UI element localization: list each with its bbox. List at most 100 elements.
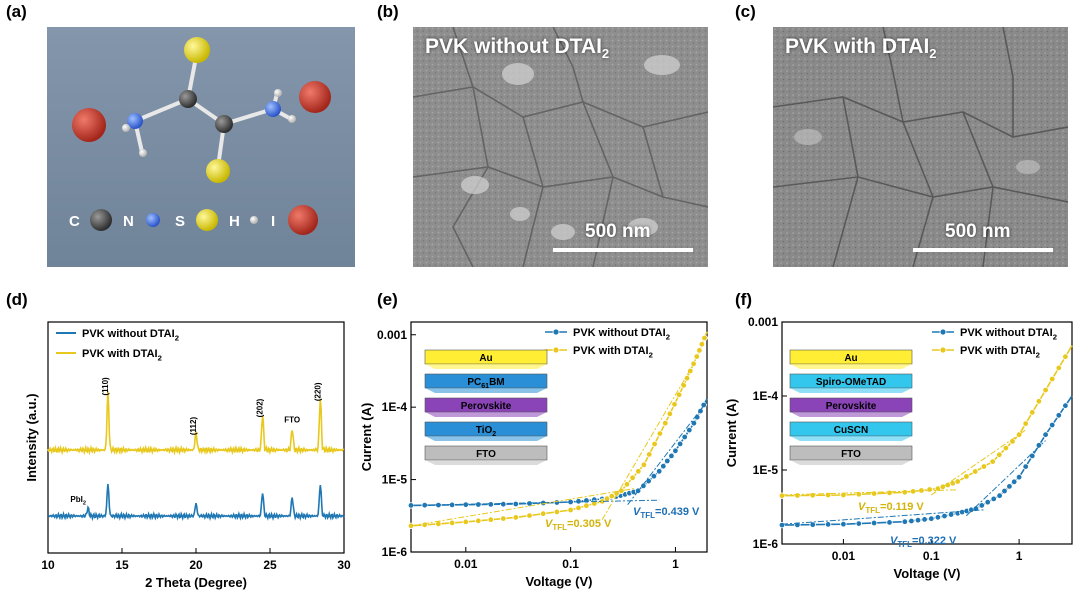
- y-axis-label: Current (A): [359, 403, 374, 472]
- device-layer-bevel: [425, 388, 547, 393]
- fit-line: [410, 499, 660, 506]
- device-layer-label: PC61BM: [467, 377, 504, 390]
- data-point: [1042, 386, 1049, 394]
- panel-label-d: (d): [6, 290, 28, 309]
- data-point: [778, 492, 786, 499]
- legend-marker: [552, 346, 560, 354]
- data-point: [696, 347, 703, 354]
- legend-label: PVK without DTAI2: [960, 327, 1057, 341]
- sem-texture: [413, 27, 708, 267]
- data-point: [487, 516, 494, 523]
- data-point: [487, 501, 494, 508]
- data-point: [809, 492, 816, 499]
- sulfur-atom: [206, 159, 230, 183]
- data-point: [978, 502, 985, 509]
- hydrogen-atom: [139, 149, 147, 157]
- legend-label: PVK with DTAI2: [960, 345, 1040, 359]
- legend-n-label: N: [123, 213, 134, 230]
- data-point: [608, 492, 615, 500]
- data-point: [886, 489, 893, 497]
- iodine-atom: [299, 81, 331, 113]
- device-layer-label: FTO: [841, 449, 861, 460]
- peak-annotation: (220): [313, 382, 322, 401]
- device-layer-label: Spiro-OMeTAD: [816, 377, 886, 388]
- data-point: [698, 341, 706, 348]
- vtfl-annotation: VTFL=0.305 V: [545, 518, 612, 532]
- data-point: [1006, 483, 1013, 490]
- data-point: [1015, 473, 1023, 481]
- device-layer-label: Au: [844, 353, 857, 364]
- data-point: [591, 500, 598, 507]
- data-point: [475, 517, 482, 524]
- vtfl-annotation: VTFL=0.439 V: [633, 506, 700, 520]
- data-point: [583, 502, 590, 509]
- molecule-render: C N S H I: [47, 27, 355, 267]
- x-tick-label: 0.1: [923, 549, 940, 563]
- data-point: [645, 477, 652, 485]
- data-point: [693, 353, 700, 360]
- data-point: [941, 512, 948, 520]
- scale-bar-label: 500 nm: [585, 221, 651, 242]
- data-point: [1062, 402, 1069, 409]
- data-point: [824, 521, 832, 528]
- data-point: [672, 447, 679, 454]
- data-point: [662, 419, 669, 427]
- data-point: [640, 482, 647, 490]
- data-point: [623, 481, 631, 488]
- data-point: [855, 520, 862, 527]
- data-point: [462, 518, 469, 526]
- x-tick-label: 0.01: [832, 549, 856, 563]
- data-point: [980, 463, 988, 470]
- legend-s-label: S: [175, 213, 185, 230]
- sem-image-with: PVK with DTAI2 500 nm: [773, 27, 1068, 267]
- peak-annotation: PbI2: [70, 495, 86, 506]
- data-point: [701, 334, 708, 342]
- y-tick-label: 1E-5: [753, 463, 779, 477]
- panel-label-e: (e): [377, 290, 398, 309]
- x-tick-label: 10: [41, 558, 55, 572]
- device-layer-label: Perovskite: [826, 401, 877, 412]
- panel-label-c: (c): [735, 2, 756, 21]
- hydrogen-atom: [288, 115, 296, 123]
- device-layer-label: CuSCN: [834, 425, 868, 436]
- nitrogen-atom: [127, 113, 143, 129]
- data-point: [840, 520, 847, 528]
- data-point: [575, 504, 582, 512]
- device-layer: CuSCN: [789, 421, 913, 441]
- sulfur-legend-icon: [196, 209, 218, 231]
- device-layer-bevel: [425, 412, 547, 417]
- y-axis-label: Current (A): [724, 399, 739, 468]
- x-tick-label: 20: [189, 558, 203, 572]
- device-layer-label: FTO: [476, 449, 496, 460]
- data-point: [640, 461, 648, 468]
- vtfl-annotation: VTFL=0.119 V: [858, 501, 924, 515]
- device-layer-label: Au: [479, 353, 492, 364]
- x-tick-label: 15: [115, 558, 129, 572]
- device-layer: PC61BM: [424, 373, 548, 393]
- y-tick-label: 1E-6: [753, 537, 779, 551]
- y-tick-label: 0.001: [748, 315, 778, 329]
- iodine-atom: [72, 108, 106, 142]
- data-point: [778, 521, 786, 529]
- data-point: [1055, 412, 1062, 419]
- data-point: [928, 515, 935, 522]
- carbon-atom: [179, 90, 197, 108]
- data-point: [681, 433, 688, 441]
- data-point: [809, 521, 816, 528]
- data-point: [990, 495, 997, 503]
- data-point: [963, 473, 970, 480]
- data-point: [989, 458, 996, 465]
- device-layer-bevel: [790, 460, 912, 465]
- nitrogen-legend-icon: [146, 213, 160, 227]
- data-point: [500, 500, 507, 508]
- iv-chart-electron: 0.01 0.1 1 1E-6 1E-5 1E-4 0.001 Voltage (V) Curr…: [359, 321, 708, 589]
- data-point: [886, 519, 893, 526]
- x-tick-label: 25: [263, 558, 277, 572]
- data-point: [671, 401, 678, 408]
- device-layer-bevel: [790, 364, 912, 369]
- data-point: [683, 374, 691, 382]
- device-layer: Au: [789, 349, 913, 369]
- device-layer-bevel: [790, 412, 912, 417]
- plot-frame: [781, 321, 1073, 545]
- device-layer-label: Perovskite: [461, 401, 512, 412]
